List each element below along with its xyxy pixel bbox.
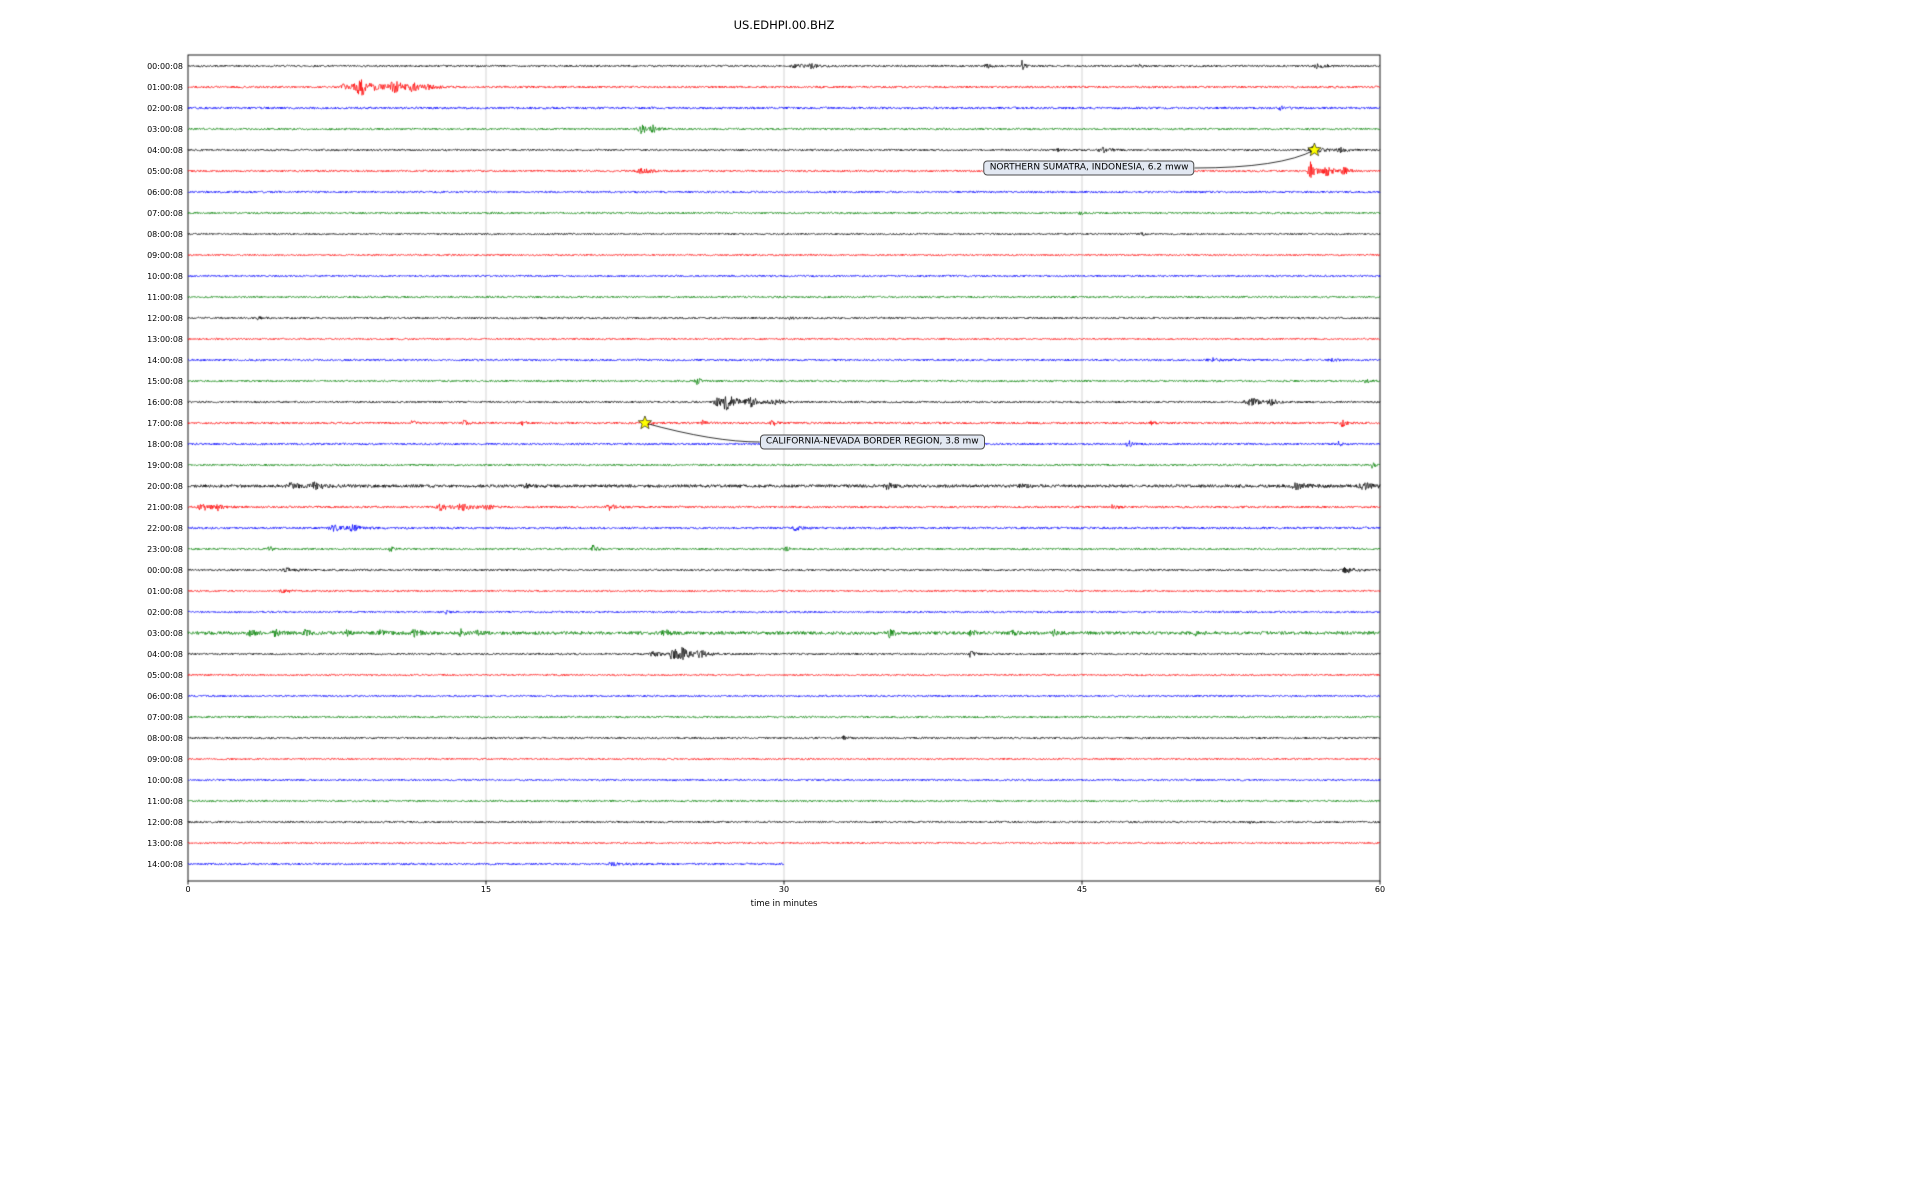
trace-row-label: 02:00:08 xyxy=(147,103,183,113)
trace-row-label: 12:00:08 xyxy=(147,313,183,323)
trace-row-label: 01:00:08 xyxy=(147,586,183,596)
x-tick-label: 45 xyxy=(1076,885,1088,894)
x-tick-label: 30 xyxy=(778,885,790,894)
x-tick-label: 0 xyxy=(185,885,191,894)
trace-row-label: 09:00:08 xyxy=(147,754,183,764)
trace-row-label: 09:00:08 xyxy=(147,250,183,260)
event-annotation: NORTHERN SUMATRA, INDONESIA, 6.2 mww xyxy=(983,160,1195,176)
trace-row-label: 00:00:08 xyxy=(147,61,183,71)
trace-row-label: 02:00:08 xyxy=(147,607,183,617)
trace-row-label: 10:00:08 xyxy=(147,775,183,785)
trace-row-label: 16:00:08 xyxy=(147,397,183,407)
trace-row-label: 06:00:08 xyxy=(147,187,183,197)
trace-row-label: 18:00:08 xyxy=(147,439,183,449)
trace-row-label: 14:00:08 xyxy=(147,859,183,869)
trace-row-label: 12:00:08 xyxy=(147,817,183,827)
trace-row-label: 23:00:08 xyxy=(147,544,183,554)
trace-row-label: 22:00:08 xyxy=(147,523,183,533)
chart-title: US.EDHPI.00.BHZ xyxy=(733,18,835,32)
trace-row-label: 05:00:08 xyxy=(147,166,183,176)
trace-row-label: 04:00:08 xyxy=(147,145,183,155)
trace-row-label: 03:00:08 xyxy=(147,124,183,134)
event-annotation: CALIFORNIA-NEVADA BORDER REGION, 3.8 mw xyxy=(759,434,985,450)
trace-row-label: 15:00:08 xyxy=(147,376,183,386)
trace-row-label: 11:00:08 xyxy=(147,796,183,806)
trace-row-label: 19:00:08 xyxy=(147,460,183,470)
x-tick-label: 15 xyxy=(480,885,492,894)
x-tick-label: 60 xyxy=(1374,885,1386,894)
x-axis-label: time in minutes xyxy=(750,899,818,909)
trace-row-label: 03:00:08 xyxy=(147,628,183,638)
trace-row-label: 21:00:08 xyxy=(147,502,183,512)
trace-row-label: 17:00:08 xyxy=(147,418,183,428)
trace-row-label: 05:00:08 xyxy=(147,670,183,680)
trace-row-label: 04:00:08 xyxy=(147,649,183,659)
trace-row-label: 11:00:08 xyxy=(147,292,183,302)
trace-row-label: 20:00:08 xyxy=(147,481,183,491)
trace-row-label: 13:00:08 xyxy=(147,838,183,848)
trace-row-label: 01:00:08 xyxy=(147,82,183,92)
trace-row-label: 07:00:08 xyxy=(147,712,183,722)
trace-row-label: 14:00:08 xyxy=(147,355,183,365)
trace-row-label: 07:00:08 xyxy=(147,208,183,218)
trace-row-label: 00:00:08 xyxy=(147,565,183,575)
trace-row-label: 06:00:08 xyxy=(147,691,183,701)
trace-row-label: 10:00:08 xyxy=(147,271,183,281)
trace-row-label: 08:00:08 xyxy=(147,229,183,239)
trace-row-label: 13:00:08 xyxy=(147,334,183,344)
trace-row-label: 08:00:08 xyxy=(147,733,183,743)
